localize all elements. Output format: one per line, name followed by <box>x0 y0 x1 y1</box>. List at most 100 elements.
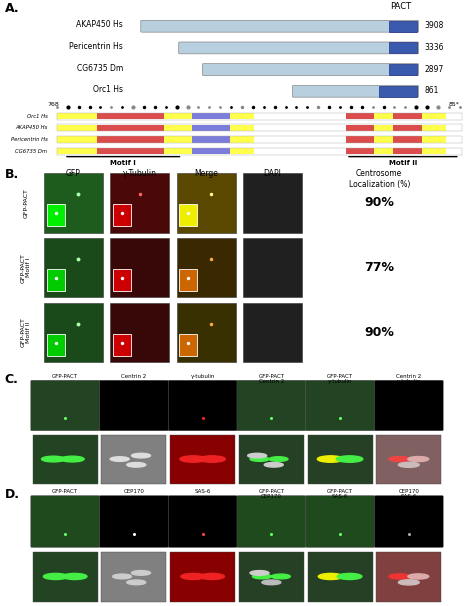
Circle shape <box>408 574 428 579</box>
Bar <box>44 173 103 233</box>
Circle shape <box>319 573 343 579</box>
Bar <box>243 238 302 298</box>
Bar <box>179 333 197 356</box>
Text: GFP-PACT: GFP-PACT <box>52 374 78 379</box>
Circle shape <box>42 456 65 462</box>
Bar <box>57 113 462 119</box>
Bar <box>192 125 230 131</box>
Bar <box>57 124 462 132</box>
Bar <box>46 204 64 227</box>
Bar <box>230 148 254 155</box>
Text: 85*: 85* <box>449 102 460 107</box>
Text: GFP-PACT
Motif II: GFP-PACT Motif II <box>21 318 31 347</box>
Circle shape <box>271 574 290 579</box>
Text: GFP-PACT: GFP-PACT <box>24 188 28 218</box>
FancyBboxPatch shape <box>141 21 419 32</box>
Circle shape <box>252 574 271 579</box>
Text: Motif II: Motif II <box>389 160 417 166</box>
FancyBboxPatch shape <box>237 496 306 547</box>
Bar <box>164 113 192 119</box>
Bar <box>179 268 197 291</box>
Circle shape <box>408 456 428 462</box>
Text: Centrin 2: Centrin 2 <box>121 374 146 379</box>
Bar <box>110 302 169 362</box>
FancyBboxPatch shape <box>100 381 168 431</box>
FancyBboxPatch shape <box>374 381 443 431</box>
Circle shape <box>262 580 281 585</box>
Bar <box>57 148 462 155</box>
Text: GFP-PACT
Centrin 2: GFP-PACT Centrin 2 <box>258 374 284 384</box>
Circle shape <box>131 453 150 458</box>
Circle shape <box>127 462 146 467</box>
Text: CEP170
SAS-6: CEP170 SAS-6 <box>398 489 419 499</box>
Circle shape <box>181 573 206 579</box>
Bar <box>192 113 230 119</box>
Circle shape <box>127 580 146 585</box>
Bar <box>57 148 97 155</box>
Bar <box>46 268 64 291</box>
Bar <box>376 435 441 484</box>
FancyBboxPatch shape <box>179 42 419 54</box>
Circle shape <box>63 573 87 579</box>
Bar <box>308 551 373 602</box>
Circle shape <box>61 456 84 462</box>
Bar <box>101 551 166 602</box>
Circle shape <box>250 571 269 575</box>
Bar <box>346 113 374 119</box>
Bar <box>393 113 422 119</box>
Bar <box>170 435 235 484</box>
Bar <box>393 125 422 131</box>
FancyBboxPatch shape <box>306 381 374 431</box>
Bar <box>389 42 417 53</box>
Bar <box>422 148 446 155</box>
Text: CG6735 Dm: CG6735 Dm <box>77 64 123 73</box>
Bar <box>101 435 166 484</box>
FancyBboxPatch shape <box>202 64 419 76</box>
Text: AKAP450 Hs: AKAP450 Hs <box>15 125 47 130</box>
Bar <box>170 551 235 602</box>
Text: 77%: 77% <box>364 261 394 274</box>
Bar <box>33 551 98 602</box>
Circle shape <box>264 462 283 467</box>
Bar <box>243 302 302 362</box>
FancyBboxPatch shape <box>168 381 237 431</box>
Bar <box>230 125 254 131</box>
Bar <box>379 86 417 97</box>
Text: A.: A. <box>5 2 19 15</box>
Text: Orc1 Hs: Orc1 Hs <box>93 85 123 95</box>
Text: GFP-PACT
Motif I: GFP-PACT Motif I <box>21 253 31 282</box>
Text: Centrosome: Centrosome <box>356 168 402 178</box>
Bar <box>374 113 393 119</box>
Bar <box>239 551 304 602</box>
Text: GFP-PACT: GFP-PACT <box>52 489 78 494</box>
Bar <box>243 173 302 233</box>
Circle shape <box>112 574 131 579</box>
Bar <box>346 125 374 131</box>
FancyBboxPatch shape <box>237 381 306 431</box>
Bar <box>44 302 103 362</box>
Text: AKAP450 Hs: AKAP450 Hs <box>76 21 123 30</box>
Bar <box>239 435 304 484</box>
Circle shape <box>337 456 363 462</box>
Bar <box>57 113 97 119</box>
Bar <box>230 136 254 142</box>
Bar <box>44 238 103 298</box>
Bar <box>97 113 164 119</box>
FancyBboxPatch shape <box>306 496 374 547</box>
Bar <box>57 148 462 155</box>
Text: B.: B. <box>5 168 19 181</box>
Bar <box>110 173 169 233</box>
Text: 861: 861 <box>424 86 438 95</box>
Circle shape <box>389 456 410 462</box>
Bar <box>176 238 236 298</box>
FancyBboxPatch shape <box>292 85 419 97</box>
Bar <box>422 136 446 142</box>
Bar <box>57 124 462 132</box>
Text: Localization (%): Localization (%) <box>348 180 410 189</box>
Bar <box>176 302 236 362</box>
Bar <box>113 268 131 291</box>
Bar <box>33 435 98 484</box>
Text: PACT: PACT <box>390 2 411 11</box>
Bar <box>389 64 417 75</box>
FancyBboxPatch shape <box>168 496 237 547</box>
